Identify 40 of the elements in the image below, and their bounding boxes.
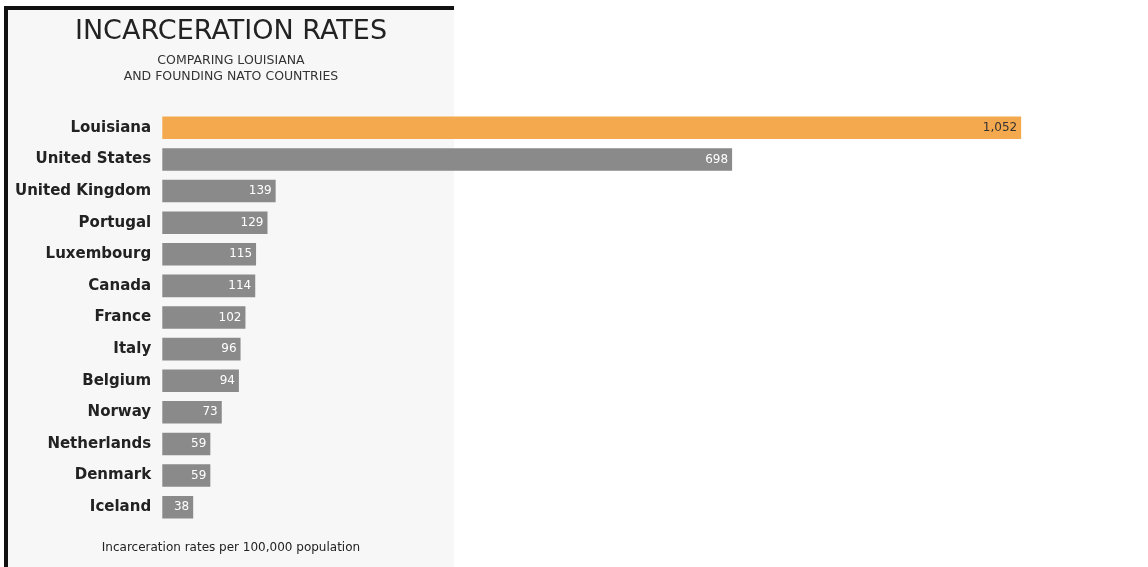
data-label: 59 xyxy=(191,436,207,451)
bar xyxy=(162,179,276,203)
y-tick-label: Canada xyxy=(88,275,152,294)
bar xyxy=(162,464,211,487)
y-tick-label: Belgium xyxy=(82,370,152,389)
text: Incarceration rates per 100,000 population xyxy=(100,540,362,554)
bar xyxy=(162,211,268,234)
y-tick-label: Norway xyxy=(87,402,152,421)
y-tick-label: Italy xyxy=(113,339,152,358)
chart-subtitle: COMPARING LOUISIANA AND FOUNDING NATO COUNTRIES xyxy=(122,52,340,84)
data-label: 698 xyxy=(705,151,729,166)
data-label: 115 xyxy=(229,246,253,261)
bar xyxy=(162,243,257,266)
y-tick-label: Luxembourg xyxy=(45,244,152,263)
data-label: 129 xyxy=(240,214,264,229)
y-tick-label: Portugal xyxy=(78,212,152,231)
data-label: 59 xyxy=(191,467,207,482)
data-label: 96 xyxy=(221,341,237,356)
chart-title: INCARCERATION RATES xyxy=(73,14,389,45)
y-tick-label: United Kingdom xyxy=(14,180,152,199)
y-tick-label: United States xyxy=(35,149,152,168)
data-label: 73 xyxy=(202,404,218,419)
bar xyxy=(162,401,222,424)
bar xyxy=(162,369,239,392)
bar xyxy=(162,274,256,298)
data-label: 102 xyxy=(218,309,242,324)
bar xyxy=(162,337,241,361)
data-label: 139 xyxy=(248,183,272,198)
data-label: 94 xyxy=(219,372,235,387)
bar xyxy=(162,306,246,329)
data-label: 114 xyxy=(228,278,252,293)
bar xyxy=(162,148,733,171)
data-label: 38 xyxy=(173,499,190,514)
y-tick-label: France xyxy=(94,307,152,326)
data-label: 1,052 xyxy=(982,119,1018,134)
bar xyxy=(162,116,1022,140)
y-tick-label: Iceland xyxy=(89,497,152,516)
y-tick-label: Denmark xyxy=(74,465,153,484)
y-tick-label: Netherlands xyxy=(47,433,152,452)
y-tick-label: Louisiana xyxy=(70,117,152,136)
